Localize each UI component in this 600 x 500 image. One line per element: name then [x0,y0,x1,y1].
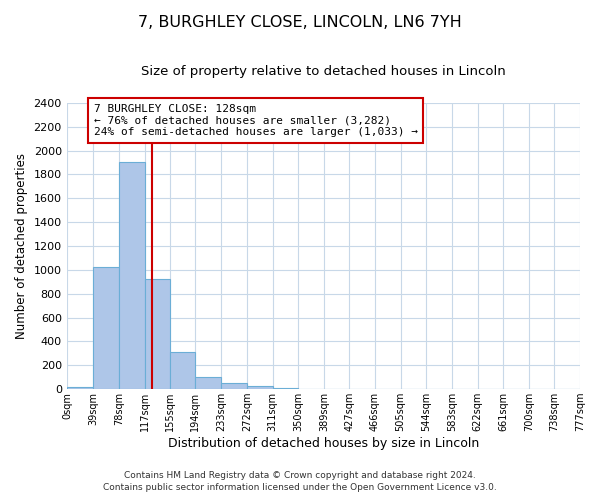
Bar [272,388,298,389]
Bar [119,162,145,389]
Bar [221,383,247,389]
Bar [247,386,272,389]
Bar [170,352,196,389]
Y-axis label: Number of detached properties: Number of detached properties [15,153,28,339]
Bar [67,387,93,389]
Bar [93,268,119,389]
Text: Contains HM Land Registry data © Crown copyright and database right 2024.
Contai: Contains HM Land Registry data © Crown c… [103,471,497,492]
Bar [196,376,221,389]
Text: 7, BURGHLEY CLOSE, LINCOLN, LN6 7YH: 7, BURGHLEY CLOSE, LINCOLN, LN6 7YH [138,15,462,30]
Text: 7 BURGHLEY CLOSE: 128sqm
← 76% of detached houses are smaller (3,282)
24% of sem: 7 BURGHLEY CLOSE: 128sqm ← 76% of detach… [94,104,418,137]
Bar [145,280,170,389]
Title: Size of property relative to detached houses in Lincoln: Size of property relative to detached ho… [142,65,506,78]
X-axis label: Distribution of detached houses by size in Lincoln: Distribution of detached houses by size … [168,437,479,450]
Bar [298,388,324,389]
